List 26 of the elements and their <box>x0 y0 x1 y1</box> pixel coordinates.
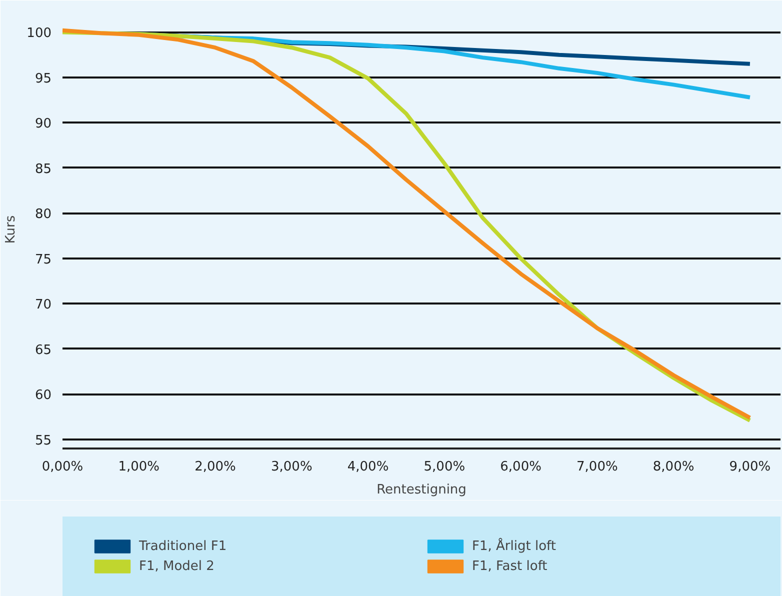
y-tick-label: 85 <box>34 162 52 177</box>
y-tick-label: 60 <box>34 388 52 404</box>
x-tick-label: 6,00% <box>500 460 542 474</box>
x-tick-label: 0,00% <box>42 460 84 474</box>
x-tick-label: 7,00% <box>576 460 618 474</box>
y-tick-label: 90 <box>34 116 52 132</box>
x-tick-label: 3,00% <box>271 460 312 474</box>
x-tick-label: 5,00% <box>424 460 466 474</box>
x-tick-label: 2,00% <box>194 460 236 474</box>
x-tick-label: 1,00% <box>118 460 160 474</box>
x-tick-label: 9,00% <box>729 460 771 474</box>
y-tick-label: 100 <box>26 26 52 42</box>
legend-label: Traditionel F1 <box>139 538 228 554</box>
y-tick-label: 65 <box>34 342 52 358</box>
y-tick-label: 70 <box>34 298 52 313</box>
x-axis-title: Rentestigning <box>376 482 466 498</box>
y-tick-label: 80 <box>34 207 52 222</box>
legend-label: F1, Årligt loft <box>472 538 557 554</box>
legend-label: F1, Fast loft <box>472 558 548 574</box>
x-tick-label: 8,00% <box>652 460 694 474</box>
y-axis-title: Kurs <box>4 215 19 244</box>
x-tick-label: 4,00% <box>347 460 389 474</box>
y-tick-label: 75 <box>34 252 52 268</box>
y-tick-label: 95 <box>34 71 52 86</box>
y-tick-label: 55 <box>34 433 52 448</box>
legend-label: F1, Model 2 <box>139 558 216 574</box>
